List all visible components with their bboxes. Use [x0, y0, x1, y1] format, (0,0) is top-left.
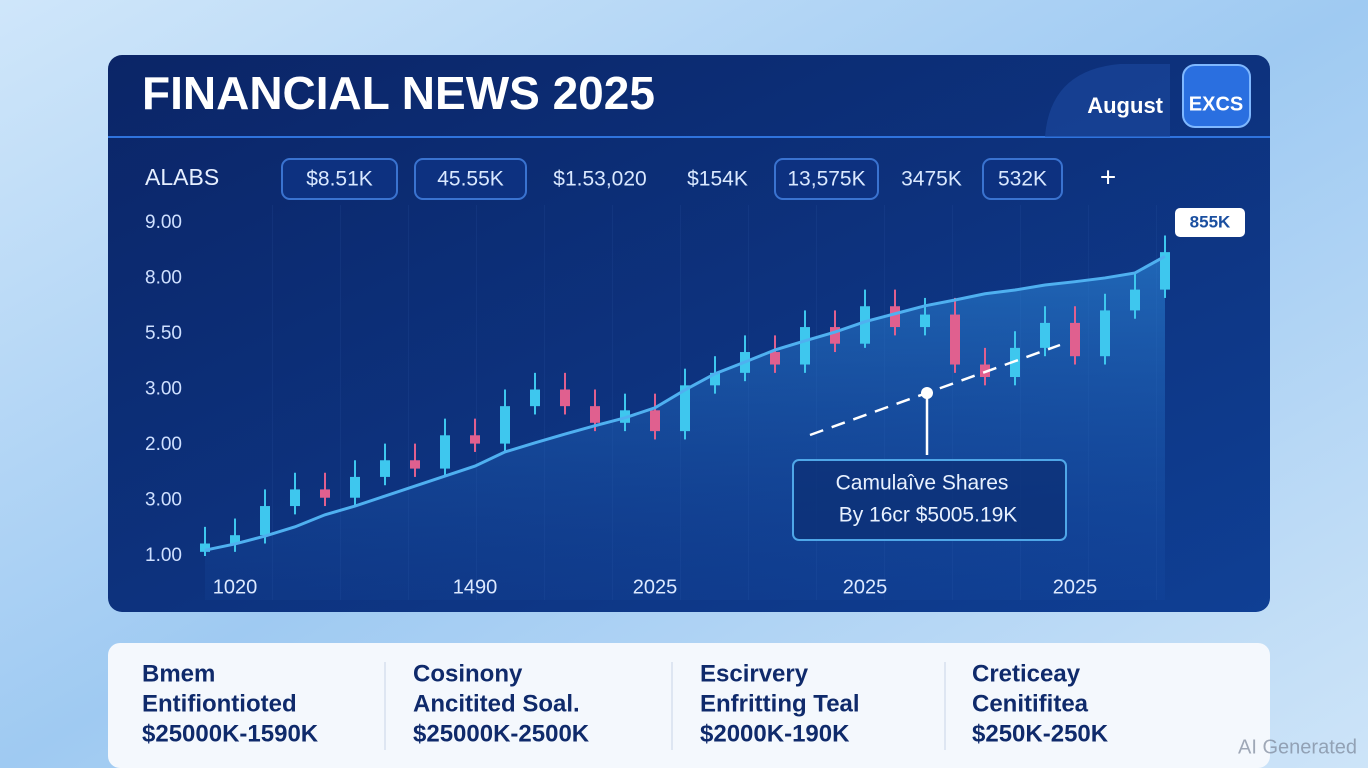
y-tick-label: 2.00 — [145, 434, 182, 455]
candle-body — [710, 372, 720, 386]
candle-body — [800, 327, 810, 365]
candle-body — [320, 489, 330, 498]
card-line: Creticeay — [972, 660, 1081, 687]
card-line: $2000K-190K — [700, 720, 850, 747]
candle-body — [440, 435, 450, 469]
candle-body — [350, 476, 360, 498]
month: August — [1087, 93, 1163, 118]
candle-body — [470, 435, 480, 444]
x-tick-label: 2025 — [633, 576, 678, 598]
y-tick-label: 3.00 — [145, 379, 182, 400]
candle-body — [920, 314, 930, 328]
stat-box — [982, 158, 1063, 200]
candle-body — [1160, 252, 1170, 290]
pointer-dot — [921, 387, 933, 399]
x-tick-label: 2025 — [1053, 576, 1098, 598]
candle-body — [200, 543, 210, 552]
ma-line — [204, 254, 1166, 552]
card-line: Cenitifitea — [972, 690, 1089, 717]
candle-body — [560, 389, 570, 407]
card-line: $25000K-2500K — [413, 720, 590, 747]
candle-body — [650, 410, 660, 432]
candle-body — [380, 460, 390, 477]
candle-body — [1040, 322, 1050, 348]
candle-body — [950, 314, 960, 365]
candle-body — [860, 306, 870, 344]
candle-body — [410, 460, 420, 469]
x-tick-label: 1490 — [453, 576, 498, 598]
stat: $8.51K — [306, 168, 373, 191]
y-tick-label: 9.00 — [145, 212, 182, 233]
stat: 532K — [998, 168, 1047, 191]
watermark: AI Generated — [1238, 736, 1357, 758]
add-button[interactable]: + — [1100, 161, 1116, 192]
y-tick-label: 8.00 — [145, 268, 182, 289]
candle-body — [830, 327, 840, 344]
card-line: Ancitited Soal. — [413, 690, 580, 717]
stat-box — [281, 158, 398, 200]
card-line: Cosinony — [413, 660, 523, 687]
y-tick-label: 3.00 — [145, 490, 182, 511]
badge: 855K — [1190, 212, 1231, 231]
card-line: Bmem — [142, 660, 215, 687]
candle-body — [260, 506, 270, 536]
y-tick-label: 1.00 — [145, 545, 182, 566]
title: FINANCIAL NEWS 2025 — [142, 67, 655, 119]
footer — [108, 643, 1270, 768]
annotation-line: Camulaîve Shares — [836, 472, 1009, 495]
candle-body — [890, 306, 900, 328]
stat: 13,575K — [787, 168, 865, 191]
candle-body — [1070, 322, 1080, 357]
annotation-box — [792, 459, 1067, 541]
card-line: $25000K-1590K — [142, 720, 319, 747]
card-line: $250K-250K — [972, 720, 1109, 747]
stat-box — [414, 158, 527, 200]
candle-body — [230, 535, 240, 544]
header-accent — [1045, 64, 1170, 137]
candle-body — [1130, 289, 1140, 311]
stat: 3475K — [901, 168, 962, 191]
x-tick-label: 1020 — [213, 576, 258, 598]
card-line: Enfritting Teal — [700, 690, 860, 717]
stat-box — [774, 158, 879, 200]
candle-body — [500, 406, 510, 444]
annotation-line: By 16cr $5005.19K — [839, 504, 1018, 527]
badge-box — [1175, 208, 1245, 237]
stat: $154K — [687, 168, 748, 191]
candle-body — [770, 352, 780, 365]
y-tick-label: 5.50 — [145, 323, 182, 344]
candle-body — [1100, 310, 1110, 357]
stat: $1.53,020 — [553, 168, 646, 191]
card-line: Escirvery — [700, 660, 809, 687]
logo: EXCS — [1189, 93, 1243, 115]
card-line: Entifiontioted — [142, 690, 297, 717]
stat: 45.55K — [437, 168, 504, 191]
candle-body — [530, 389, 540, 407]
x-tick-label: 2025 — [843, 576, 888, 598]
ticker: ALABS — [145, 164, 219, 190]
candle-body — [290, 489, 300, 507]
candle-body — [590, 406, 600, 423]
logo-box — [1182, 64, 1251, 128]
candle-body — [680, 385, 690, 432]
